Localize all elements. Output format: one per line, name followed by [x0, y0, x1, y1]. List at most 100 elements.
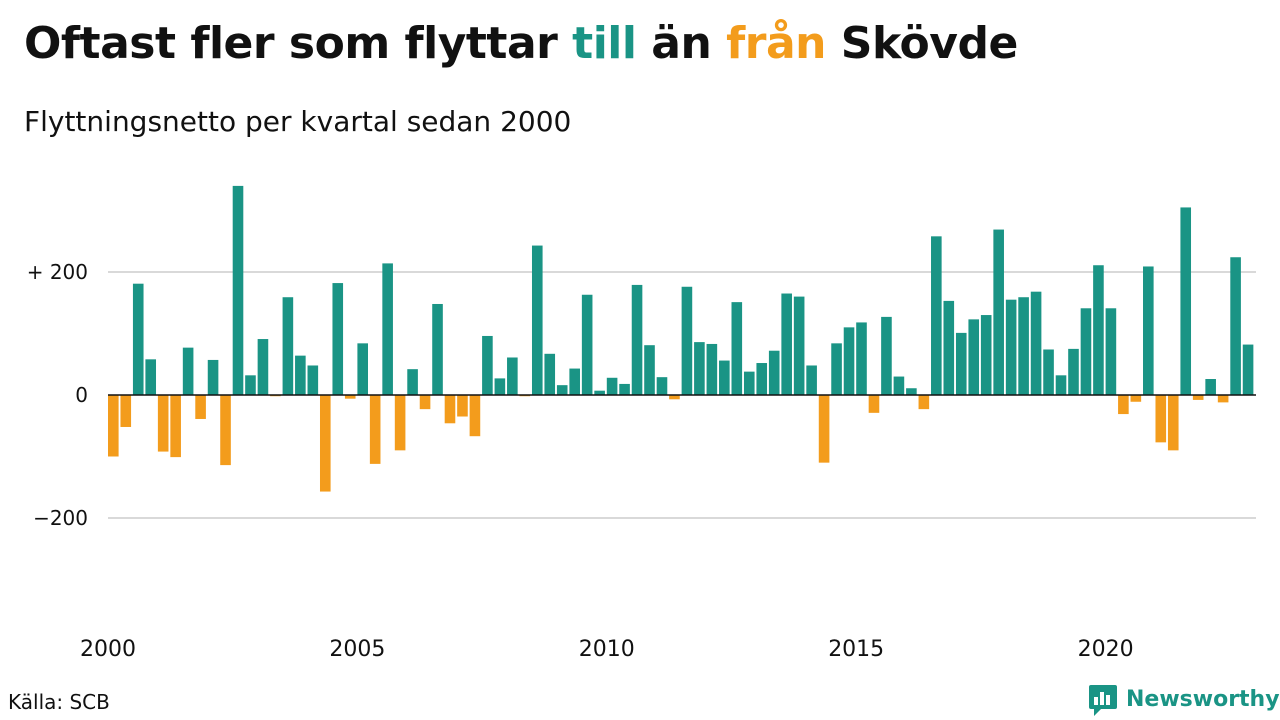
bar [394, 395, 406, 451]
bar [856, 322, 867, 395]
bar [444, 395, 456, 424]
bar [544, 353, 556, 395]
bar [768, 350, 780, 395]
bar [719, 360, 730, 395]
bar [931, 236, 942, 395]
bar [993, 229, 1004, 395]
bar [282, 297, 294, 395]
bar [357, 343, 368, 395]
bar [207, 359, 219, 395]
bar [818, 395, 830, 463]
bar [170, 395, 181, 458]
bar [656, 377, 668, 396]
bar [569, 368, 580, 396]
bar [469, 395, 481, 437]
bar [980, 315, 992, 395]
title-highlight-fran: från [726, 18, 826, 69]
bar [295, 355, 306, 395]
bar [1143, 266, 1154, 395]
brand-name: Newsworthy [1126, 687, 1280, 712]
bar [407, 369, 418, 395]
bar [494, 378, 506, 395]
bar [145, 359, 157, 395]
bar [556, 385, 568, 395]
bar [843, 327, 855, 395]
bar [893, 376, 905, 395]
bar [581, 294, 593, 395]
newsworthy-logo-icon [1089, 685, 1117, 716]
bar [669, 395, 680, 400]
chart-subtitle: Flyttningsnetto per kvartal sedan 2000 [24, 105, 572, 138]
bar [120, 395, 132, 427]
title-suffix: Skövde [825, 18, 1019, 69]
bar [781, 293, 792, 395]
bar [1005, 299, 1017, 396]
bar [319, 395, 331, 492]
bar [918, 395, 930, 410]
bar [1217, 395, 1229, 403]
y-tick-label: −200 [33, 506, 88, 530]
x-tick-label: 2020 [1078, 637, 1134, 662]
chart-title: Oftast fler som flyttar till än från Skö… [24, 14, 1018, 74]
bar [182, 347, 194, 395]
bar [1230, 257, 1241, 395]
bar [1068, 348, 1079, 396]
bar [743, 371, 755, 395]
bar [706, 343, 718, 395]
bar [1130, 395, 1142, 402]
axes: + 200 0 −200 2000 2005 2010 2015 2020 [27, 260, 1256, 662]
bar [943, 300, 955, 395]
x-tick-label: 2005 [329, 637, 385, 662]
bar [694, 342, 705, 395]
x-tick-label: 2010 [579, 637, 635, 662]
bar [955, 332, 967, 395]
bar [793, 296, 805, 395]
bar [1043, 349, 1054, 395]
bar [419, 395, 431, 410]
bar [482, 335, 493, 395]
title-middle: än [636, 18, 727, 69]
bar [195, 395, 206, 419]
bar [507, 357, 518, 396]
y-tick-label: 0 [75, 383, 88, 407]
bar [1018, 297, 1029, 395]
bar [382, 263, 393, 395]
bar [432, 303, 443, 395]
bar [968, 319, 980, 395]
bar [631, 284, 643, 395]
bar [232, 185, 244, 395]
title-prefix: Oftast fler som flyttar [24, 18, 573, 69]
bar [132, 283, 144, 395]
bar [756, 363, 768, 395]
x-tick-label: 2000 [80, 637, 136, 662]
bar [1180, 207, 1192, 395]
bar [369, 395, 381, 464]
bar [868, 395, 880, 413]
bar [594, 390, 605, 395]
bar [1192, 395, 1204, 400]
bars [108, 185, 1254, 492]
brand-logo: Newsworthy [1088, 683, 1280, 717]
bar [1155, 395, 1167, 443]
bar [1055, 375, 1067, 395]
bar [1205, 379, 1216, 395]
bar [157, 395, 169, 452]
bar [1080, 308, 1092, 395]
bar [307, 365, 319, 395]
bar [108, 395, 119, 457]
bar [619, 383, 630, 395]
bar [644, 345, 655, 395]
bar [1030, 291, 1042, 395]
bar [806, 365, 817, 395]
bar [731, 302, 743, 395]
bar [220, 395, 231, 466]
bar [1167, 395, 1179, 451]
bar [1093, 265, 1104, 395]
bar [681, 286, 693, 395]
bar [831, 343, 842, 395]
bar [1105, 308, 1117, 395]
bar [257, 339, 269, 395]
bar [531, 245, 543, 395]
bar [344, 395, 356, 399]
